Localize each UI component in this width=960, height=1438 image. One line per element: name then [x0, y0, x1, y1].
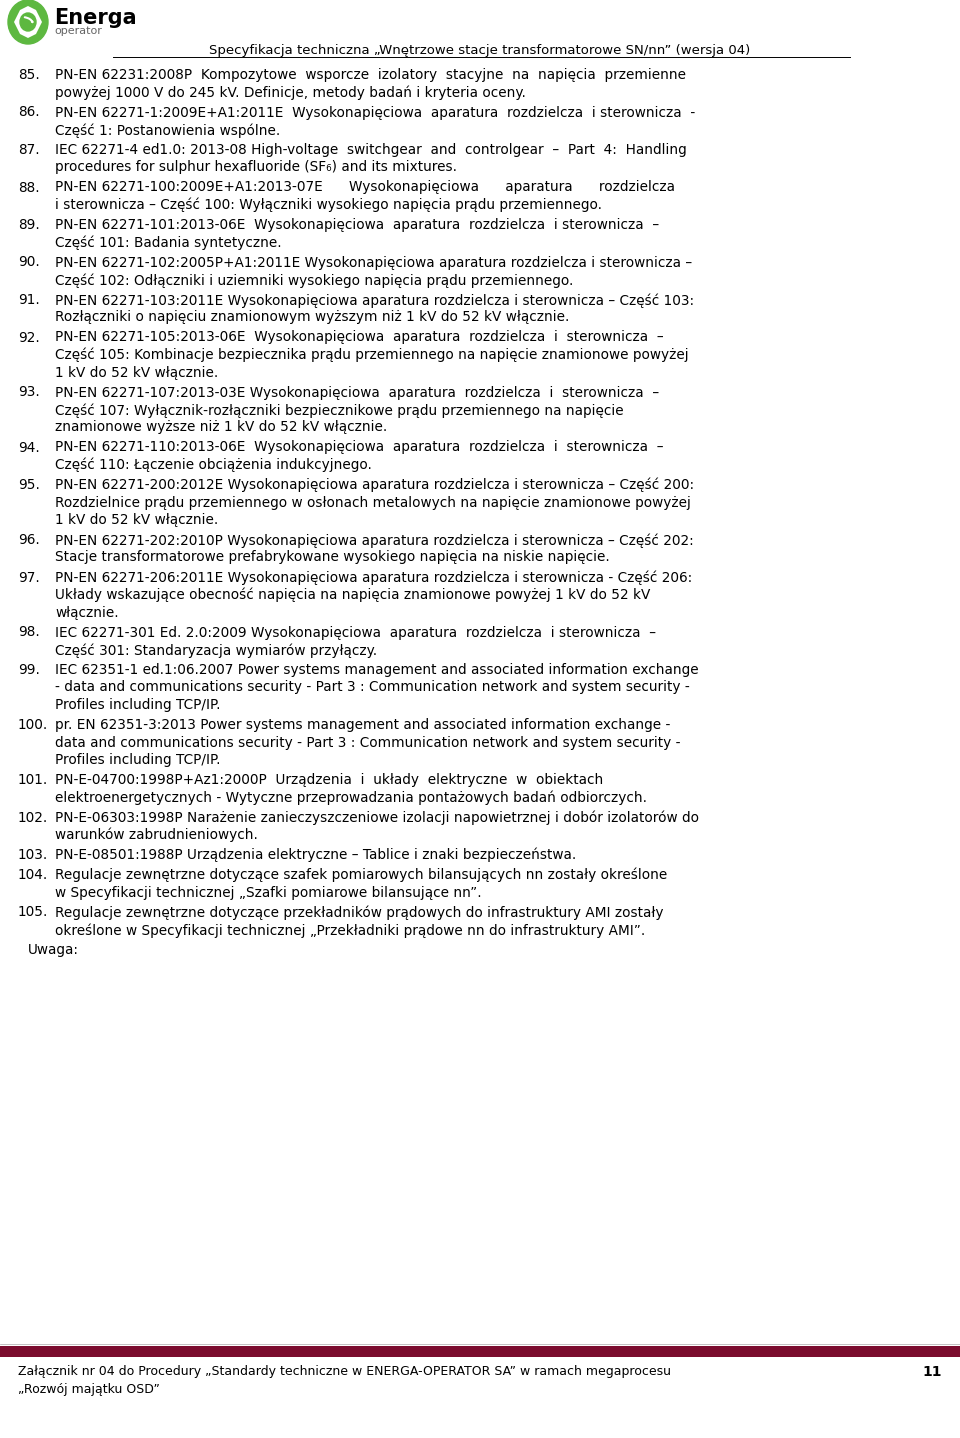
Text: PN-E-08501:1988P Urządzenia elektryczne – Tablice i znaki bezpieczeństwa.: PN-E-08501:1988P Urządzenia elektryczne …: [55, 848, 576, 863]
Text: PN-EN 62271-202:2010P Wysokonapięciowa aparatura rozdzielcza i sterownicza – Czę: PN-EN 62271-202:2010P Wysokonapięciowa a…: [55, 533, 694, 548]
Text: powyżej 1000 V do 245 kV. Definicje, metody badań i kryteria oceny.: powyżej 1000 V do 245 kV. Definicje, met…: [55, 85, 526, 101]
Text: 89.: 89.: [18, 219, 39, 232]
Text: 94.: 94.: [18, 440, 39, 454]
Text: 11: 11: [923, 1365, 942, 1379]
Polygon shape: [14, 6, 42, 37]
Text: Profiles including TCP/IP.: Profiles including TCP/IP.: [55, 697, 221, 712]
Text: data and communications security - Part 3 : Communication network and system sec: data and communications security - Part …: [55, 735, 681, 749]
Text: 85.: 85.: [18, 68, 39, 82]
Text: Część 301: Standaryzacja wymiarów przyłączy.: Część 301: Standaryzacja wymiarów przyłą…: [55, 643, 377, 657]
Text: „Rozwój majątku OSD”: „Rozwój majątku OSD”: [18, 1383, 160, 1396]
Text: PN-EN 62271-100:2009E+A1:2013-07E      Wysokonapięciowa      aparatura      rozd: PN-EN 62271-100:2009E+A1:2013-07E Wysoko…: [55, 181, 675, 194]
Text: Uwaga:: Uwaga:: [28, 943, 79, 958]
Text: 100.: 100.: [18, 718, 48, 732]
Text: 102.: 102.: [18, 811, 48, 824]
Text: Profiles including TCP/IP.: Profiles including TCP/IP.: [55, 754, 221, 766]
Text: Stacje transformatorowe prefabrykowane wysokiego napięcia na niskie napięcie.: Stacje transformatorowe prefabrykowane w…: [55, 551, 610, 565]
Text: 95.: 95.: [18, 477, 40, 492]
Text: 96.: 96.: [18, 533, 39, 546]
Text: Rozdzielnice prądu przemiennego w osłonach metalowych na napięcie znamionowe pow: Rozdzielnice prądu przemiennego w osłona…: [55, 496, 691, 509]
Text: Specyfikacja techniczna „Wnętrzowe stacje transformatorowe SN/nn” (wersja 04): Specyfikacja techniczna „Wnętrzowe stacj…: [209, 45, 751, 58]
Ellipse shape: [8, 0, 48, 45]
Text: - data and communications security - Part 3 : Communication network and system s: - data and communications security - Par…: [55, 680, 689, 695]
Text: znamionowe wyższe niż 1 kV do 52 kV włącznie.: znamionowe wyższe niż 1 kV do 52 kV włąc…: [55, 420, 387, 434]
Text: 99.: 99.: [18, 663, 40, 677]
Text: Część 105: Kombinacje bezpiecznika prądu przemiennego na napięcie znamionowe pow: Część 105: Kombinacje bezpiecznika prądu…: [55, 348, 688, 362]
Text: elektroenergetycznych - Wytyczne przeprowadzania pontażowych badań odbiorczych.: elektroenergetycznych - Wytyczne przepro…: [55, 791, 647, 805]
Text: określone w Specyfikacji technicznej „Przekładniki prądowe nn do infrastruktury : określone w Specyfikacji technicznej „Pr…: [55, 923, 645, 938]
Text: PN-EN 62271-200:2012E Wysokonapięciowa aparatura rozdzielcza i sterownicza – Czę: PN-EN 62271-200:2012E Wysokonapięciowa a…: [55, 477, 694, 492]
Text: 87.: 87.: [18, 142, 39, 157]
Text: Część 101: Badania syntetyczne.: Część 101: Badania syntetyczne.: [55, 236, 281, 250]
Text: operator: operator: [54, 26, 102, 36]
Text: IEC 62271-4 ed1.0: 2013-08 High-voltage  switchgear  and  controlgear  –  Part  : IEC 62271-4 ed1.0: 2013-08 High-voltage …: [55, 142, 686, 157]
Text: Regulacje zewnętrzne dotyczące przekładników prądowych do infrastruktury AMI zos: Regulacje zewnętrzne dotyczące przekładn…: [55, 906, 663, 920]
Text: 91.: 91.: [18, 293, 39, 306]
Text: i sterownicza – Część 100: Wyłączniki wysokiego napięcia prądu przemiennego.: i sterownicza – Część 100: Wyłączniki wy…: [55, 198, 602, 213]
Text: 97.: 97.: [18, 571, 39, 584]
Text: Załącznik nr 04 do Procedury „Standardy techniczne w ENERGA-OPERATOR SA” w ramac: Załącznik nr 04 do Procedury „Standardy …: [18, 1365, 671, 1378]
Text: Część 102: Odłączniki i uziemniki wysokiego napięcia prądu przemiennego.: Część 102: Odłączniki i uziemniki wysoki…: [55, 273, 573, 288]
Text: warunków zabrudnieniowych.: warunków zabrudnieniowych.: [55, 828, 258, 843]
FancyArrowPatch shape: [25, 17, 33, 22]
Text: PN-EN 62231:2008P  Kompozytowe  wsporcze  izolatory  stacyjne  na  napięcia  prz: PN-EN 62231:2008P Kompozytowe wsporcze i…: [55, 68, 686, 82]
Text: 98.: 98.: [18, 626, 39, 640]
Text: PN-EN 62271-107:2013-03E Wysokonapięciowa  aparatura  rozdzielcza  i  sterownicz: PN-EN 62271-107:2013-03E Wysokonapięciow…: [55, 385, 660, 400]
Text: w Specyfikacji technicznej „Szafki pomiarowe bilansujące nn”.: w Specyfikacji technicznej „Szafki pomia…: [55, 886, 482, 900]
Text: Układy wskazujące obecność napięcia na napięcia znamionowe powyżej 1 kV do 52 kV: Układy wskazujące obecność napięcia na n…: [55, 588, 650, 603]
Text: 88.: 88.: [18, 181, 39, 194]
Text: 90.: 90.: [18, 256, 39, 269]
Text: PN-EN 62271-105:2013-06E  Wysokonapięciowa  aparatura  rozdzielcza  i  sterownic: PN-EN 62271-105:2013-06E Wysokonapięciow…: [55, 331, 663, 345]
Text: 105.: 105.: [18, 906, 48, 919]
Text: włącznie.: włącznie.: [55, 605, 119, 620]
Text: 1 kV do 52 kV włącznie.: 1 kV do 52 kV włącznie.: [55, 513, 218, 526]
Text: 103.: 103.: [18, 848, 48, 861]
Text: Część 1: Postanowienia wspólne.: Część 1: Postanowienia wspólne.: [55, 124, 280, 138]
Text: 101.: 101.: [18, 774, 48, 787]
Text: PN-EN 62271-110:2013-06E  Wysokonapięciowa  aparatura  rozdzielcza  i  sterownic: PN-EN 62271-110:2013-06E Wysokonapięciow…: [55, 440, 663, 454]
Text: pr. EN 62351-3:2013 Power systems management and associated information exchange: pr. EN 62351-3:2013 Power systems manage…: [55, 718, 670, 732]
Text: procedures for sulphur hexafluoride (SF₆) and its mixtures.: procedures for sulphur hexafluoride (SF₆…: [55, 161, 457, 174]
Text: 1 kV do 52 kV włącznie.: 1 kV do 52 kV włącznie.: [55, 365, 218, 380]
Text: IEC 62351-1 ed.1:06.2007 Power systems management and associated information exc: IEC 62351-1 ed.1:06.2007 Power systems m…: [55, 663, 699, 677]
Text: 92.: 92.: [18, 331, 39, 345]
Text: Regulacje zewnętrzne dotyczące szafek pomiarowych bilansujących nn zostały okreś: Regulacje zewnętrzne dotyczące szafek po…: [55, 869, 667, 883]
Text: 93.: 93.: [18, 385, 39, 400]
Ellipse shape: [20, 13, 36, 32]
Text: PN-EN 62271-1:2009E+A1:2011E  Wysokonapięciowa  aparatura  rozdzielcza  i sterow: PN-EN 62271-1:2009E+A1:2011E Wysokonapię…: [55, 105, 695, 119]
Text: IEC 62271-301 Ed. 2.0:2009 Wysokonapięciowa  aparatura  rozdzielcza  i sterownic: IEC 62271-301 Ed. 2.0:2009 Wysokonapięci…: [55, 626, 656, 640]
Text: PN-EN 62271-102:2005P+A1:2011E Wysokonapięciowa aparatura rozdzielcza i sterowni: PN-EN 62271-102:2005P+A1:2011E Wysokonap…: [55, 256, 692, 269]
Text: PN-EN 62271-101:2013-06E  Wysokonapięciowa  aparatura  rozdzielcza  i sterownicz: PN-EN 62271-101:2013-06E Wysokonapięciow…: [55, 219, 660, 232]
Text: PN-EN 62271-206:2011E Wysokonapięciowa aparatura rozdzielcza i sterownicza - Czę: PN-EN 62271-206:2011E Wysokonapięciowa a…: [55, 571, 692, 585]
Text: 86.: 86.: [18, 105, 39, 119]
Text: PN-EN 62271-103:2011E Wysokonapięciowa aparatura rozdzielcza i sterownicza – Czę: PN-EN 62271-103:2011E Wysokonapięciowa a…: [55, 293, 694, 308]
Text: PN-E-06303:1998P Narażenie zanieczyszczeniowe izolacji napowietrznej i dobór izo: PN-E-06303:1998P Narażenie zanieczyszcze…: [55, 811, 699, 825]
Text: PN-E-04700:1998P+Az1:2000P  Urządzenia  i  układy  elektryczne  w  obiektach: PN-E-04700:1998P+Az1:2000P Urządzenia i …: [55, 774, 603, 787]
Text: Część 107: Wyłącznik-rozłączniki bezpiecznikowe prądu przemiennego na napięcie: Część 107: Wyłącznik-rozłączniki bezpiec…: [55, 403, 624, 417]
Text: 104.: 104.: [18, 869, 48, 881]
Bar: [0, 1346, 960, 1357]
Text: Energa: Energa: [54, 9, 136, 27]
Text: Rozłączniki o napięciu znamionowym wyższym niż 1 kV do 52 kV włącznie.: Rozłączniki o napięciu znamionowym wyższ…: [55, 311, 569, 325]
Text: Część 110: Łączenie obciążenia indukcyjnego.: Część 110: Łączenie obciążenia indukcyjn…: [55, 457, 372, 473]
